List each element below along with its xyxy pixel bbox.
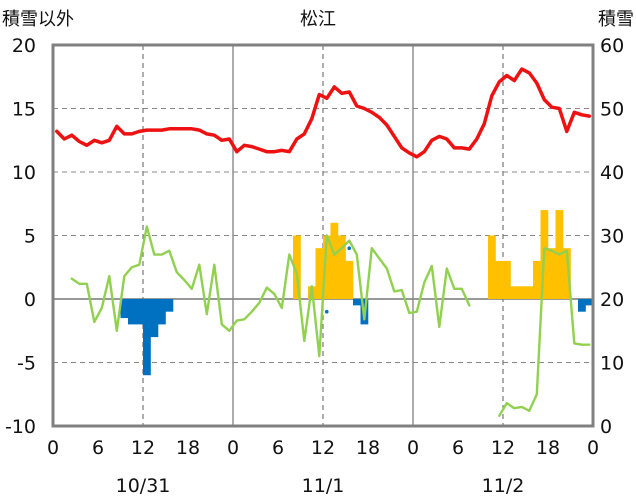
right-tick-label: 20: [600, 289, 624, 311]
right-tick-label: 10: [600, 353, 624, 375]
temperature-line: [55, 67, 592, 159]
precip-bar: [495, 260, 504, 299]
left-tick-label: 15: [12, 99, 36, 121]
chart-title: 松江: [300, 9, 336, 30]
precip-bar: [293, 235, 301, 299]
x-tick-label: 18: [536, 437, 560, 459]
precip-bar: [503, 260, 511, 299]
left-axis-title: 積雪以外: [2, 9, 74, 30]
x-tick-label: 12: [131, 437, 155, 459]
x-ticks: 0 6 12 18 0 6 12 18 0 6 12 18 0: [47, 437, 599, 459]
x-tick-label: 18: [356, 437, 380, 459]
date-label: 11/1: [302, 475, 345, 497]
right-tick-label: 40: [600, 162, 624, 184]
x-tick-label: 0: [47, 437, 59, 459]
right-tick-label: 0: [600, 416, 612, 438]
date-label: 10/31: [116, 475, 171, 497]
precip-bar: [143, 299, 151, 376]
date-label: 11/2: [482, 475, 525, 497]
precip-bar: [578, 299, 586, 312]
date-labels: 10/31 11/1 11/2: [116, 475, 525, 497]
left-tick-label: 5: [24, 226, 36, 248]
ref-dot: [347, 246, 352, 250]
x-tick-label: 12: [311, 437, 335, 459]
precip-bar: [135, 299, 144, 325]
precip-bar: [315, 248, 324, 299]
left-tick-label: -5: [17, 353, 36, 375]
x-tick-label: 12: [491, 437, 515, 459]
precip-bar: [338, 235, 346, 299]
precip-bar: [165, 299, 174, 312]
x-tick-label: 0: [587, 437, 599, 459]
plot-border: [51, 43, 595, 428]
x-tick-label: 0: [227, 437, 239, 459]
ref-dot: [324, 309, 329, 314]
right-tick-label: 60: [600, 35, 624, 57]
precip-bar: [525, 286, 534, 299]
x-tick-label: 0: [407, 437, 419, 459]
precip-bar: [345, 260, 354, 299]
x-tick-label: 6: [92, 437, 104, 459]
wind-line: [70, 225, 591, 417]
precip-bar: [488, 235, 496, 299]
x-tick-label: 18: [176, 437, 200, 459]
left-tick-label: 10: [12, 162, 36, 184]
left-y-ticks: 20 15 10 5 0 -5 -10: [5, 35, 36, 438]
precip-bar: [510, 286, 519, 299]
x-tick-label: 6: [452, 437, 464, 459]
right-y-ticks: 60 50 40 30 20 10 0: [600, 35, 624, 438]
precip-bar: [533, 260, 541, 299]
precip-bar: [330, 222, 339, 299]
precip-bar: [518, 286, 526, 299]
data-lines: [55, 67, 592, 417]
precip-bar: [323, 235, 331, 299]
left-tick-label: 20: [12, 35, 36, 57]
precip-bar: [150, 299, 159, 338]
precip-bars: [120, 210, 594, 376]
plot-frame: [51, 43, 595, 428]
precip-bar: [548, 248, 556, 299]
precip-bar: [563, 248, 571, 299]
precip-bar: [158, 299, 166, 325]
right-axis-title: 積雪: [598, 9, 634, 30]
left-tick-label: 0: [24, 289, 36, 311]
precip-bar: [128, 299, 136, 325]
left-tick-label: -10: [5, 416, 36, 438]
right-tick-label: 50: [600, 99, 624, 121]
precip-bar: [353, 299, 361, 306]
precip-bar: [585, 299, 594, 306]
x-tick-label: 6: [272, 437, 284, 459]
right-tick-label: 30: [600, 226, 624, 248]
precip-bar: [120, 299, 129, 319]
